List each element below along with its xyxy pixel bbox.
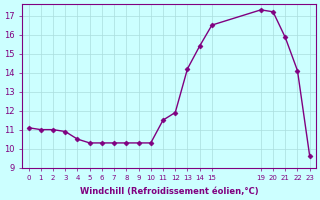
X-axis label: Windchill (Refroidissement éolien,°C): Windchill (Refroidissement éolien,°C) (80, 187, 259, 196)
